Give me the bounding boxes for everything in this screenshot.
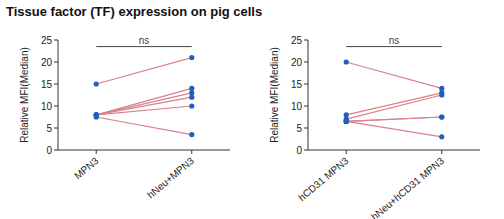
dot xyxy=(94,81,99,86)
significance-label: ns xyxy=(139,35,150,46)
y-tick-label: 20 xyxy=(41,57,53,68)
y-tick-label: 15 xyxy=(41,79,53,90)
pair-line xyxy=(346,95,442,119)
pair-line xyxy=(96,93,192,115)
x-tick-label: hNeu+hCD31 MPN3 xyxy=(369,155,446,219)
pair-line xyxy=(96,88,192,114)
x-tick-label: hNeu+MPN3 xyxy=(145,155,196,201)
x-axis xyxy=(308,150,480,151)
dot xyxy=(439,92,444,97)
dot xyxy=(344,59,349,64)
y-tick xyxy=(54,128,58,129)
dot xyxy=(439,114,444,119)
y-tick xyxy=(304,128,308,129)
dot xyxy=(439,114,444,119)
x-tick-label: hCD31 MPN3 xyxy=(296,155,351,203)
y-tick xyxy=(54,62,58,63)
pair-line xyxy=(96,117,192,135)
y-axis xyxy=(58,40,59,150)
dot xyxy=(94,114,99,119)
dot xyxy=(189,55,194,60)
y-label: Relative MFI(Median) xyxy=(269,47,280,143)
y-tick-label: 15 xyxy=(291,79,303,90)
y-label: Relative MFI(Median) xyxy=(19,47,30,143)
y-tick-label: 0 xyxy=(296,145,302,156)
pair-line xyxy=(346,117,442,121)
y-tick xyxy=(304,106,308,107)
dot xyxy=(344,119,349,124)
y-tick xyxy=(54,106,58,107)
y-tick-label: 10 xyxy=(291,101,303,112)
pair-line xyxy=(96,58,192,84)
x-tick xyxy=(96,150,97,154)
pair-line xyxy=(346,121,442,136)
pair-line xyxy=(346,93,442,115)
y-tick xyxy=(304,84,308,85)
y-tick xyxy=(54,84,58,85)
dot xyxy=(189,132,194,137)
pair-line xyxy=(346,117,442,121)
y-tick xyxy=(304,40,308,41)
significance-line xyxy=(96,46,192,47)
panel: 0 5 10 15 20 25 Relative MFI(Median) hCD31 MPN3… xyxy=(269,35,480,219)
x-tick xyxy=(346,150,347,154)
y-tick-label: 5 xyxy=(296,123,302,134)
dot xyxy=(344,119,349,124)
y-tick xyxy=(54,150,58,151)
y-tick-label: 5 xyxy=(46,123,52,134)
y-tick xyxy=(304,62,308,63)
dot xyxy=(344,119,349,124)
chart: Tissue factor (TF) expression on pig cel… xyxy=(0,0,504,219)
y-tick-label: 20 xyxy=(291,57,303,68)
x-tick-label: MPN3 xyxy=(72,155,101,182)
pair-line xyxy=(346,62,442,88)
y-tick-label: 10 xyxy=(41,101,53,112)
dot xyxy=(439,134,444,139)
pair-line xyxy=(96,97,192,115)
y-tick-label: 25 xyxy=(291,35,303,46)
dot xyxy=(189,103,194,108)
significance-line xyxy=(346,46,442,47)
x-axis xyxy=(58,150,230,151)
y-tick-label: 25 xyxy=(41,35,53,46)
x-tick xyxy=(191,150,192,154)
data-area xyxy=(344,47,445,140)
data-area xyxy=(94,47,195,138)
significance-label: ns xyxy=(389,35,400,46)
pair-line xyxy=(96,106,192,115)
title: Tissue factor (TF) expression on pig cel… xyxy=(6,4,262,19)
dot xyxy=(189,95,194,100)
y-axis xyxy=(308,40,309,150)
x-tick xyxy=(441,150,442,154)
y-tick xyxy=(304,150,308,151)
panel: 0 5 10 15 20 25 Relative MFI(Median) MPN3 hNeu+M… xyxy=(19,35,230,201)
y-tick-label: 0 xyxy=(46,145,52,156)
y-tick xyxy=(54,40,58,41)
